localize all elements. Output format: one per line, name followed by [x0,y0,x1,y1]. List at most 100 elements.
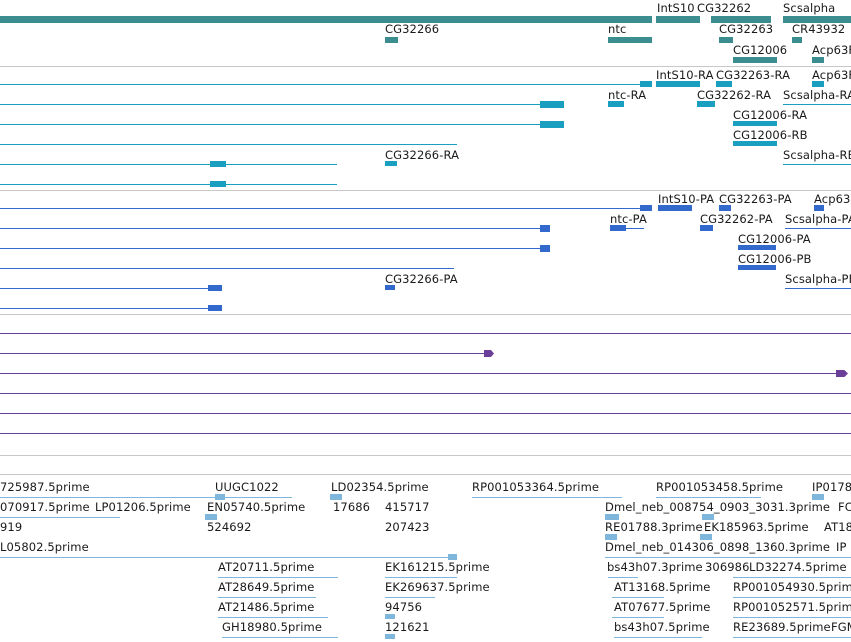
feature-block[interactable] [484,350,494,357]
exon-block[interactable] [738,265,776,270]
est-line[interactable] [218,577,338,578]
transcript-line[interactable] [783,164,851,165]
est-block[interactable] [812,494,824,500]
est-line[interactable] [385,577,457,578]
est-label: RP001052571.5prime [733,600,851,614]
exon-block[interactable] [697,101,715,107]
transcript-line[interactable] [785,228,851,229]
gene-bar-cg12006[interactable] [733,57,777,63]
est-line[interactable] [614,637,702,638]
exon-block[interactable] [812,81,824,87]
est-line[interactable] [733,637,851,638]
exon-block[interactable] [208,305,222,311]
feature-block[interactable] [836,370,848,377]
exon-block[interactable] [640,205,652,211]
est-line[interactable] [733,617,851,618]
exon-block[interactable] [210,181,226,187]
transcript-line[interactable] [785,288,851,289]
est-line[interactable] [733,597,851,598]
est-label: 94756 [385,600,423,614]
est-block[interactable] [330,494,342,500]
est-block[interactable] [605,534,617,540]
est-line[interactable] [385,597,435,598]
est-line[interactable] [612,597,664,598]
exon-block[interactable] [540,121,564,128]
exon-block[interactable] [385,285,395,290]
transcript-label: IntS10-RA [656,68,714,82]
feature-line[interactable] [0,393,851,394]
transcript-line[interactable] [0,164,337,165]
feature-line[interactable] [0,373,840,374]
exon-block[interactable] [700,225,713,231]
exon-block[interactable] [540,101,564,108]
est-block[interactable] [700,534,712,540]
est-label: 306986 [705,560,750,574]
est-line[interactable] [612,617,664,618]
est-block[interactable] [385,614,395,619]
est-line[interactable] [605,557,851,558]
transcript-line[interactable] [0,124,564,125]
gene-bar-cr43932[interactable] [792,37,802,43]
gene-bar-scsalpha[interactable] [783,16,851,23]
est-line[interactable] [0,517,120,518]
exon-block[interactable] [738,245,776,250]
est-line[interactable] [472,497,622,498]
transcript-line[interactable] [0,248,550,249]
feature-line[interactable] [0,333,851,334]
feature-line[interactable] [0,433,851,434]
gene-bar-ntc[interactable] [608,37,652,43]
transcript-line[interactable] [0,308,222,309]
exon-block[interactable] [658,205,692,211]
est-block[interactable] [605,514,619,520]
transcript-line[interactable] [0,208,652,209]
est-line[interactable] [608,577,638,578]
est-line[interactable] [656,497,761,498]
est-line[interactable] [218,597,316,598]
exon-block[interactable] [385,161,397,166]
est-line[interactable] [222,637,338,638]
est-label: RP001053458.5prime [656,480,784,494]
transcript-line[interactable] [0,228,550,229]
gene-bar-large[interactable] [0,16,652,23]
est-line[interactable] [733,577,851,578]
est-line[interactable] [218,617,328,618]
gene-bar-cg32266[interactable] [385,37,398,43]
exon-block[interactable] [733,141,777,146]
transcript-line[interactable] [0,144,457,145]
gene-bar-acp63f[interactable] [812,57,824,63]
exon-block[interactable] [719,205,731,211]
gene-bar-cg32263[interactable] [719,37,733,43]
gene-bar-ints10[interactable] [656,16,700,23]
exon-block[interactable] [208,285,222,291]
exon-block[interactable] [540,245,550,252]
est-block[interactable] [702,514,714,520]
est-line[interactable] [0,497,292,498]
exon-block[interactable] [656,81,700,87]
transcript-line[interactable] [0,268,454,269]
est-block[interactable] [448,554,457,560]
transcript-line[interactable] [610,228,644,229]
transcript-line[interactable] [0,104,564,105]
exon-block[interactable] [716,81,732,87]
exon-block[interactable] [733,121,777,126]
est-block[interactable] [215,494,225,500]
feature-line[interactable] [0,413,851,414]
est-label: GH18980.5prime [222,620,323,634]
exon-block[interactable] [814,205,824,211]
exon-block[interactable] [608,101,624,107]
transcript-label: CG32263-PA [719,192,792,206]
est-block[interactable] [385,634,395,639]
feature-line[interactable] [0,353,490,354]
transcript-line[interactable] [0,184,337,185]
exon-block[interactable] [210,161,226,167]
exon-block[interactable] [540,225,550,232]
gene-bar-cg32262[interactable] [711,16,771,23]
transcript-line[interactable] [0,288,222,289]
transcript-line[interactable] [783,104,851,105]
est-line[interactable] [0,557,457,558]
track-divider [0,314,851,315]
transcript-line[interactable] [0,84,652,85]
est-block[interactable] [205,514,217,520]
exon-block[interactable] [640,81,652,87]
